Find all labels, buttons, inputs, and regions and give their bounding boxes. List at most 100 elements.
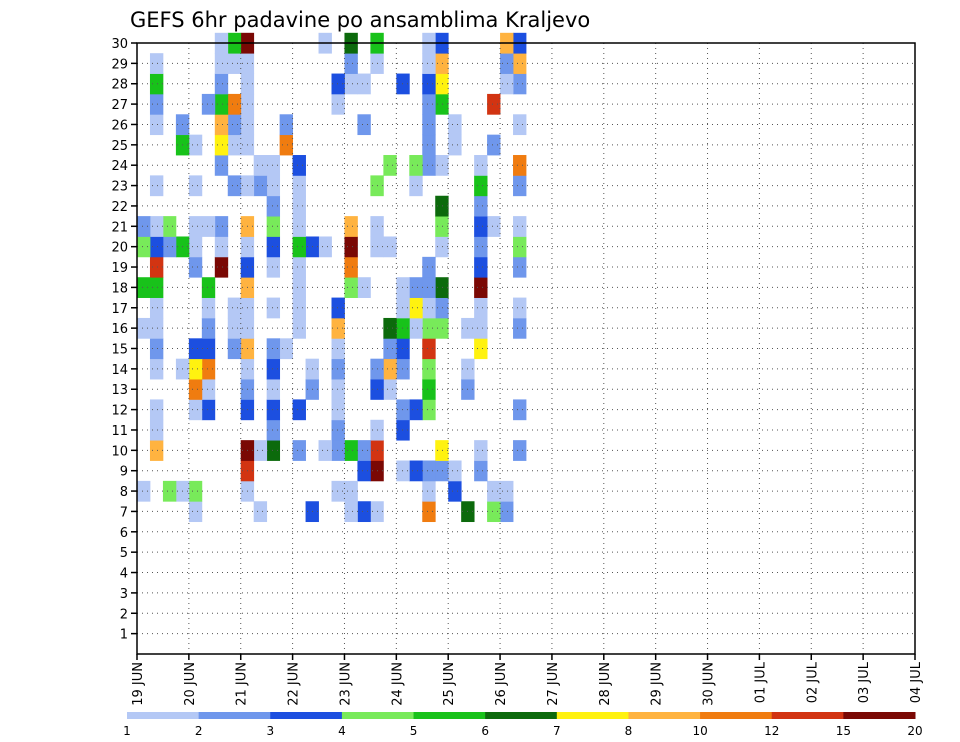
heatmap-cell xyxy=(266,155,281,176)
heatmap-cell xyxy=(162,216,177,237)
heatmap-cell xyxy=(357,114,371,136)
colorbar-label: 7 xyxy=(553,724,561,738)
heatmap-cell xyxy=(318,236,332,258)
heatmap-cell xyxy=(266,379,281,400)
heatmap-cell xyxy=(435,277,449,298)
y-axis: 1234567891011121314151617181920212223242… xyxy=(111,37,137,643)
y-tick-label: 18 xyxy=(111,281,128,296)
heatmap-cell xyxy=(137,277,151,298)
heatmap-cell xyxy=(266,338,281,360)
y-tick-label: 27 xyxy=(111,98,128,113)
heatmap-cell xyxy=(214,114,229,136)
heatmap-cell xyxy=(344,216,358,237)
y-tick-label: 17 xyxy=(111,302,128,317)
heatmap-cell xyxy=(188,134,203,156)
x-tick-label: 01 JUL xyxy=(753,661,768,703)
heatmap-cell xyxy=(149,317,164,339)
colorbar-swatch xyxy=(413,712,486,719)
heatmap-cell xyxy=(253,175,268,197)
heatmap-cell xyxy=(149,114,164,136)
heatmap-cell xyxy=(149,358,164,380)
heatmap-cell xyxy=(448,114,462,136)
heatmap-cell xyxy=(474,216,488,237)
colorbar-swatch xyxy=(700,712,773,719)
heatmap-cell xyxy=(422,501,436,523)
heatmap-cell xyxy=(201,399,216,421)
heatmap-cell xyxy=(435,236,449,258)
heatmap-cell xyxy=(513,256,527,278)
heatmap-cell xyxy=(383,317,397,339)
heatmap-cell xyxy=(253,440,268,461)
heatmap-cell xyxy=(474,297,488,319)
heatmap-cell xyxy=(292,440,306,461)
heatmap-cell xyxy=(435,216,449,237)
heatmap-cell xyxy=(357,460,371,482)
heatmap-cell xyxy=(331,93,345,115)
heatmap-cell xyxy=(331,419,345,441)
heatmap-cell xyxy=(292,297,306,319)
heatmap-cell xyxy=(487,93,501,115)
x-tick-label: 02 JUL xyxy=(805,661,820,703)
heatmap-cell xyxy=(227,175,242,197)
colorbar-swatch xyxy=(198,712,271,719)
heatmap-cell xyxy=(149,256,164,278)
y-tick-label: 30 xyxy=(111,37,128,52)
heatmap-cell xyxy=(396,399,410,421)
heatmap-cell xyxy=(474,338,488,360)
colorbar-swatch xyxy=(771,712,844,719)
heatmap-cell xyxy=(513,440,527,461)
heatmap-cell xyxy=(149,399,164,421)
heatmap-cell xyxy=(422,114,436,136)
heatmap-cell xyxy=(201,93,216,115)
y-tick-label: 24 xyxy=(111,159,128,174)
heatmap-cell xyxy=(292,277,306,298)
heatmap-cell xyxy=(344,53,358,74)
heatmap-cell xyxy=(149,53,164,74)
heatmap-cell xyxy=(487,216,501,237)
x-tick-label: 30 JUN xyxy=(702,662,717,706)
heatmap-cell xyxy=(331,297,345,319)
colorbar-swatch xyxy=(127,712,200,719)
colorbar-label: 5 xyxy=(410,724,418,738)
x-tick-label: 23 JUN xyxy=(338,662,353,706)
heatmap-cell xyxy=(513,236,527,258)
heatmap-cell xyxy=(409,460,423,482)
heatmap-cell xyxy=(383,358,397,380)
heatmap-cell xyxy=(357,277,371,298)
heatmap-cell xyxy=(474,440,488,461)
heatmap-cell xyxy=(344,277,358,298)
colorbar-label: 1 xyxy=(123,724,131,738)
heatmap-cell xyxy=(409,277,423,298)
heatmap-cell xyxy=(279,338,293,360)
heatmap-cell xyxy=(253,501,268,523)
heatmap-cell xyxy=(487,134,501,156)
heatmap-cell xyxy=(422,53,436,74)
heatmap-cell xyxy=(474,256,488,278)
colorbar-swatch xyxy=(485,712,558,719)
heatmap-cell xyxy=(201,297,216,319)
heatmap-cell xyxy=(513,114,527,136)
y-tick-label: 1 xyxy=(120,628,128,643)
x-tick-label: 21 JUN xyxy=(235,662,250,706)
heatmap-cell xyxy=(227,338,242,360)
heatmap-cell xyxy=(214,93,229,115)
y-tick-label: 13 xyxy=(111,383,128,398)
heatmap-cell xyxy=(448,480,462,502)
heatmap-cell xyxy=(513,317,527,339)
colorbar-swatch xyxy=(556,712,629,719)
heatmap-cell xyxy=(396,419,410,441)
heatmap-cell xyxy=(435,297,449,319)
heatmap-cell xyxy=(422,379,436,400)
colorbar-label: 6 xyxy=(481,724,489,738)
colorbar-swatch xyxy=(843,712,916,719)
colorbar-label: 4 xyxy=(338,724,346,738)
heatmap-cell xyxy=(137,236,151,258)
heatmap-cell xyxy=(448,134,462,156)
heatmap-cell xyxy=(292,399,306,421)
heatmap-cell xyxy=(500,501,514,523)
colorbar-swatch xyxy=(270,712,343,719)
heatmap-cell xyxy=(422,155,436,176)
heatmap-cell xyxy=(383,379,397,400)
x-tick-label: 29 JUN xyxy=(650,662,665,706)
